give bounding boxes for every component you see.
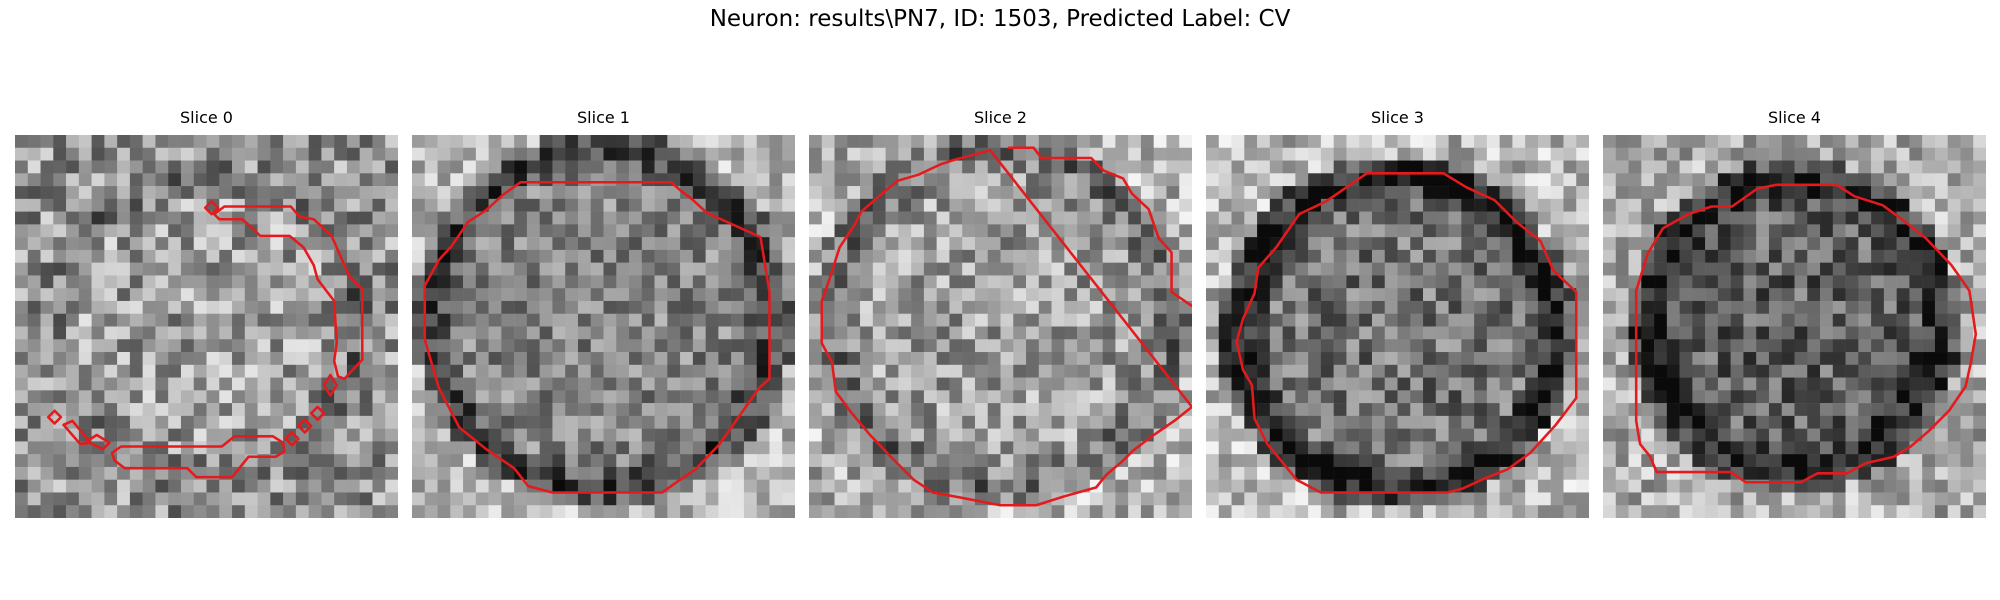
segmentation-contour bbox=[1008, 146, 1192, 308]
slice-title-3: Slice 3 bbox=[1371, 108, 1424, 127]
slice-title-4: Slice 4 bbox=[1768, 108, 1821, 127]
slice-image-2 bbox=[809, 135, 1192, 518]
slice-image-4 bbox=[1603, 135, 1986, 518]
segmentation-contour bbox=[1235, 172, 1578, 494]
segmentation-contour bbox=[309, 405, 326, 421]
slice-title-0: Slice 0 bbox=[180, 108, 233, 127]
segmentation-contour bbox=[62, 419, 92, 446]
segmentation-contour bbox=[297, 418, 313, 434]
segmentation-contour bbox=[46, 409, 63, 425]
segmentation-contour bbox=[212, 205, 364, 381]
slice-image-3 bbox=[1206, 135, 1589, 518]
segmentation-contour bbox=[110, 435, 286, 479]
slice-image-1 bbox=[412, 135, 795, 518]
segmentation-contour bbox=[423, 180, 771, 494]
segmentation-contour bbox=[322, 373, 338, 397]
figure-title: Neuron: results\PN7, ID: 1503, Predicted… bbox=[709, 6, 1291, 32]
segmentation-contour bbox=[1634, 183, 1978, 484]
slice-title-2: Slice 2 bbox=[974, 108, 1027, 127]
segmentation-contour bbox=[284, 431, 300, 447]
segmentation-contour bbox=[85, 433, 111, 451]
segmentation-contour bbox=[203, 200, 220, 216]
slice-title-1: Slice 1 bbox=[577, 108, 630, 127]
slice-image-0 bbox=[15, 135, 398, 518]
segmentation-contour bbox=[820, 149, 1192, 507]
